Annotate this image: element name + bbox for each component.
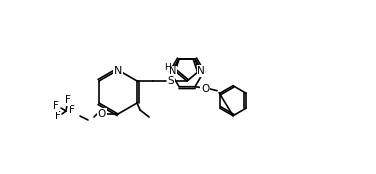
Text: F: F <box>53 101 59 111</box>
Text: H: H <box>164 64 170 73</box>
Text: S: S <box>168 76 174 86</box>
Text: N: N <box>197 66 205 76</box>
Text: F: F <box>65 95 71 105</box>
Text: N: N <box>114 66 122 76</box>
Text: O: O <box>201 84 209 94</box>
Text: F: F <box>55 111 61 121</box>
Text: N: N <box>169 66 177 76</box>
Text: O: O <box>98 109 106 119</box>
Text: F: F <box>69 105 75 115</box>
